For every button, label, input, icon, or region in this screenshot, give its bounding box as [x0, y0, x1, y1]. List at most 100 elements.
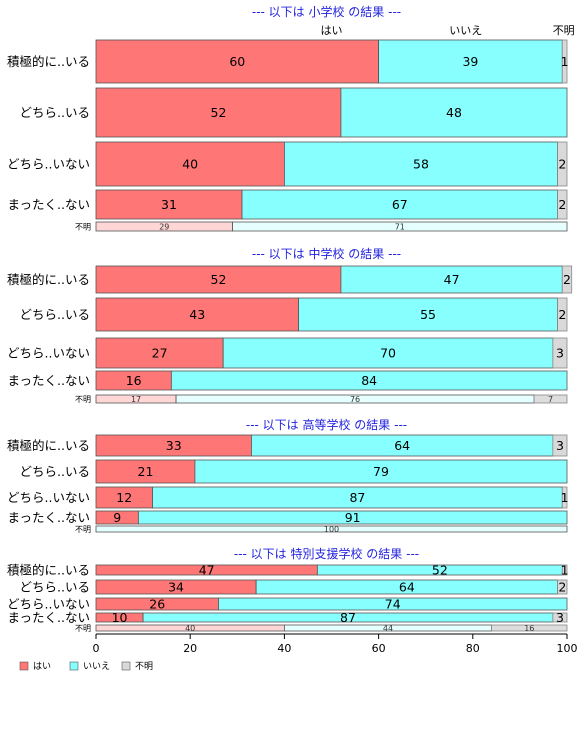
data-label: 16: [524, 624, 534, 633]
bar-segment: [561, 265, 573, 294]
category-label: まったく..ない: [8, 373, 90, 388]
category-label: どちら..いる: [20, 307, 90, 322]
bar-segment: [194, 459, 568, 484]
x-tick-label: 0: [93, 642, 100, 655]
bar-segment: [95, 297, 299, 332]
data-label: 9: [113, 510, 121, 525]
bar-segment: [95, 141, 285, 187]
bar-segment: [95, 265, 342, 294]
category-label: まったく..ない: [8, 197, 90, 212]
data-label: 7: [548, 395, 553, 404]
category-label: まったく..ない: [8, 610, 90, 625]
data-label: 29: [159, 223, 169, 232]
data-label: 52: [211, 272, 227, 287]
data-label: 16: [126, 373, 142, 388]
category-label: 不明: [75, 223, 91, 232]
data-label: 10: [112, 610, 128, 625]
data-label: 43: [189, 307, 205, 322]
category-label: どちら..いない: [7, 597, 90, 612]
bar-segment: [95, 39, 380, 84]
data-label: 47: [444, 272, 460, 287]
legend-label: 不明: [135, 661, 153, 672]
data-label: 2: [558, 157, 566, 172]
panel-title: --- 以下は 中学校 の結果 ---: [252, 246, 401, 261]
bar-segment: [491, 624, 568, 632]
data-label: 52: [211, 105, 227, 120]
category-label: 積極的に..いる: [7, 438, 90, 453]
column-header: はい: [321, 24, 343, 37]
column-header: 不明: [553, 24, 575, 37]
category-label: 積極的に..いる: [7, 563, 90, 578]
bar-segment: [378, 39, 563, 84]
data-label: 67: [392, 197, 408, 212]
legend-label: はい: [33, 661, 51, 672]
data-label: 71: [395, 223, 405, 232]
data-label: 55: [420, 307, 436, 322]
data-label: 44: [383, 624, 393, 633]
data-label: 64: [394, 438, 410, 453]
data-label: 64: [399, 580, 415, 595]
data-label: 2: [558, 580, 566, 595]
column-header: いいえ: [449, 24, 482, 37]
category-label: どちら..いる: [20, 464, 90, 479]
legend-swatch: [69, 661, 79, 671]
data-label: 3: [556, 610, 564, 625]
bar-segment: [222, 337, 554, 369]
bar-segment: [557, 141, 568, 187]
data-label: 1: [561, 54, 569, 69]
bar-segment: [170, 370, 568, 391]
bar-segment: [561, 486, 568, 509]
data-label: 48: [446, 105, 462, 120]
panel-title: --- 以下は 小学校 の結果 ---: [252, 4, 401, 19]
legend-swatch: [121, 661, 131, 671]
bar-segment: [241, 189, 558, 220]
data-label: 1: [561, 563, 569, 578]
data-label: 100: [324, 525, 339, 534]
bar-segment: [557, 189, 568, 220]
data-label: 40: [182, 157, 198, 172]
panel-title: --- 以下は 高等学校 の結果 ---: [246, 417, 407, 432]
data-label: 33: [166, 438, 182, 453]
data-label: 47: [199, 563, 215, 578]
category-label: まったく..ない: [8, 510, 90, 525]
x-tick-label: 60: [372, 642, 386, 655]
panel-title: --- 以下は 特別支援学校 の結果 ---: [234, 546, 419, 561]
data-label: 2: [558, 197, 566, 212]
data-label: 3: [556, 346, 564, 361]
bar-segment: [218, 597, 568, 611]
data-label: 31: [161, 197, 177, 212]
bar-segment: [533, 394, 568, 404]
bar-segment: [340, 87, 568, 138]
data-label: 1: [561, 490, 569, 505]
data-label: 34: [168, 580, 184, 595]
data-label: 91: [345, 510, 361, 525]
category-label: 不明: [75, 624, 91, 633]
legend-swatch: [19, 661, 29, 671]
bar-segment: [552, 434, 568, 457]
data-label: 21: [138, 464, 154, 479]
category-label: 不明: [75, 395, 91, 404]
bar-segment: [95, 337, 224, 369]
data-label: 87: [340, 610, 356, 625]
bar-segment: [557, 579, 568, 595]
category-label: どちら..いない: [7, 346, 90, 361]
data-label: 2: [563, 272, 571, 287]
category-label: どちら..いる: [20, 105, 90, 120]
data-label: 79: [373, 464, 389, 479]
legend-label: いいえ: [83, 661, 110, 672]
category-label: どちら..いない: [7, 157, 90, 172]
category-label: 積極的に..いる: [7, 54, 90, 69]
category-label: どちら..いない: [7, 490, 90, 505]
x-tick-label: 40: [277, 642, 291, 655]
data-label: 40: [185, 624, 195, 633]
category-label: 不明: [75, 525, 91, 534]
bar-segment: [561, 39, 568, 84]
bar-segment: [95, 189, 243, 220]
category-label: 積極的に..いる: [7, 272, 90, 287]
bar-segment: [561, 564, 568, 576]
data-label: 76: [350, 395, 360, 404]
data-label: 12: [116, 490, 132, 505]
x-tick-label: 100: [557, 642, 578, 655]
bar-segment: [232, 221, 568, 232]
bar-segment: [95, 525, 568, 533]
